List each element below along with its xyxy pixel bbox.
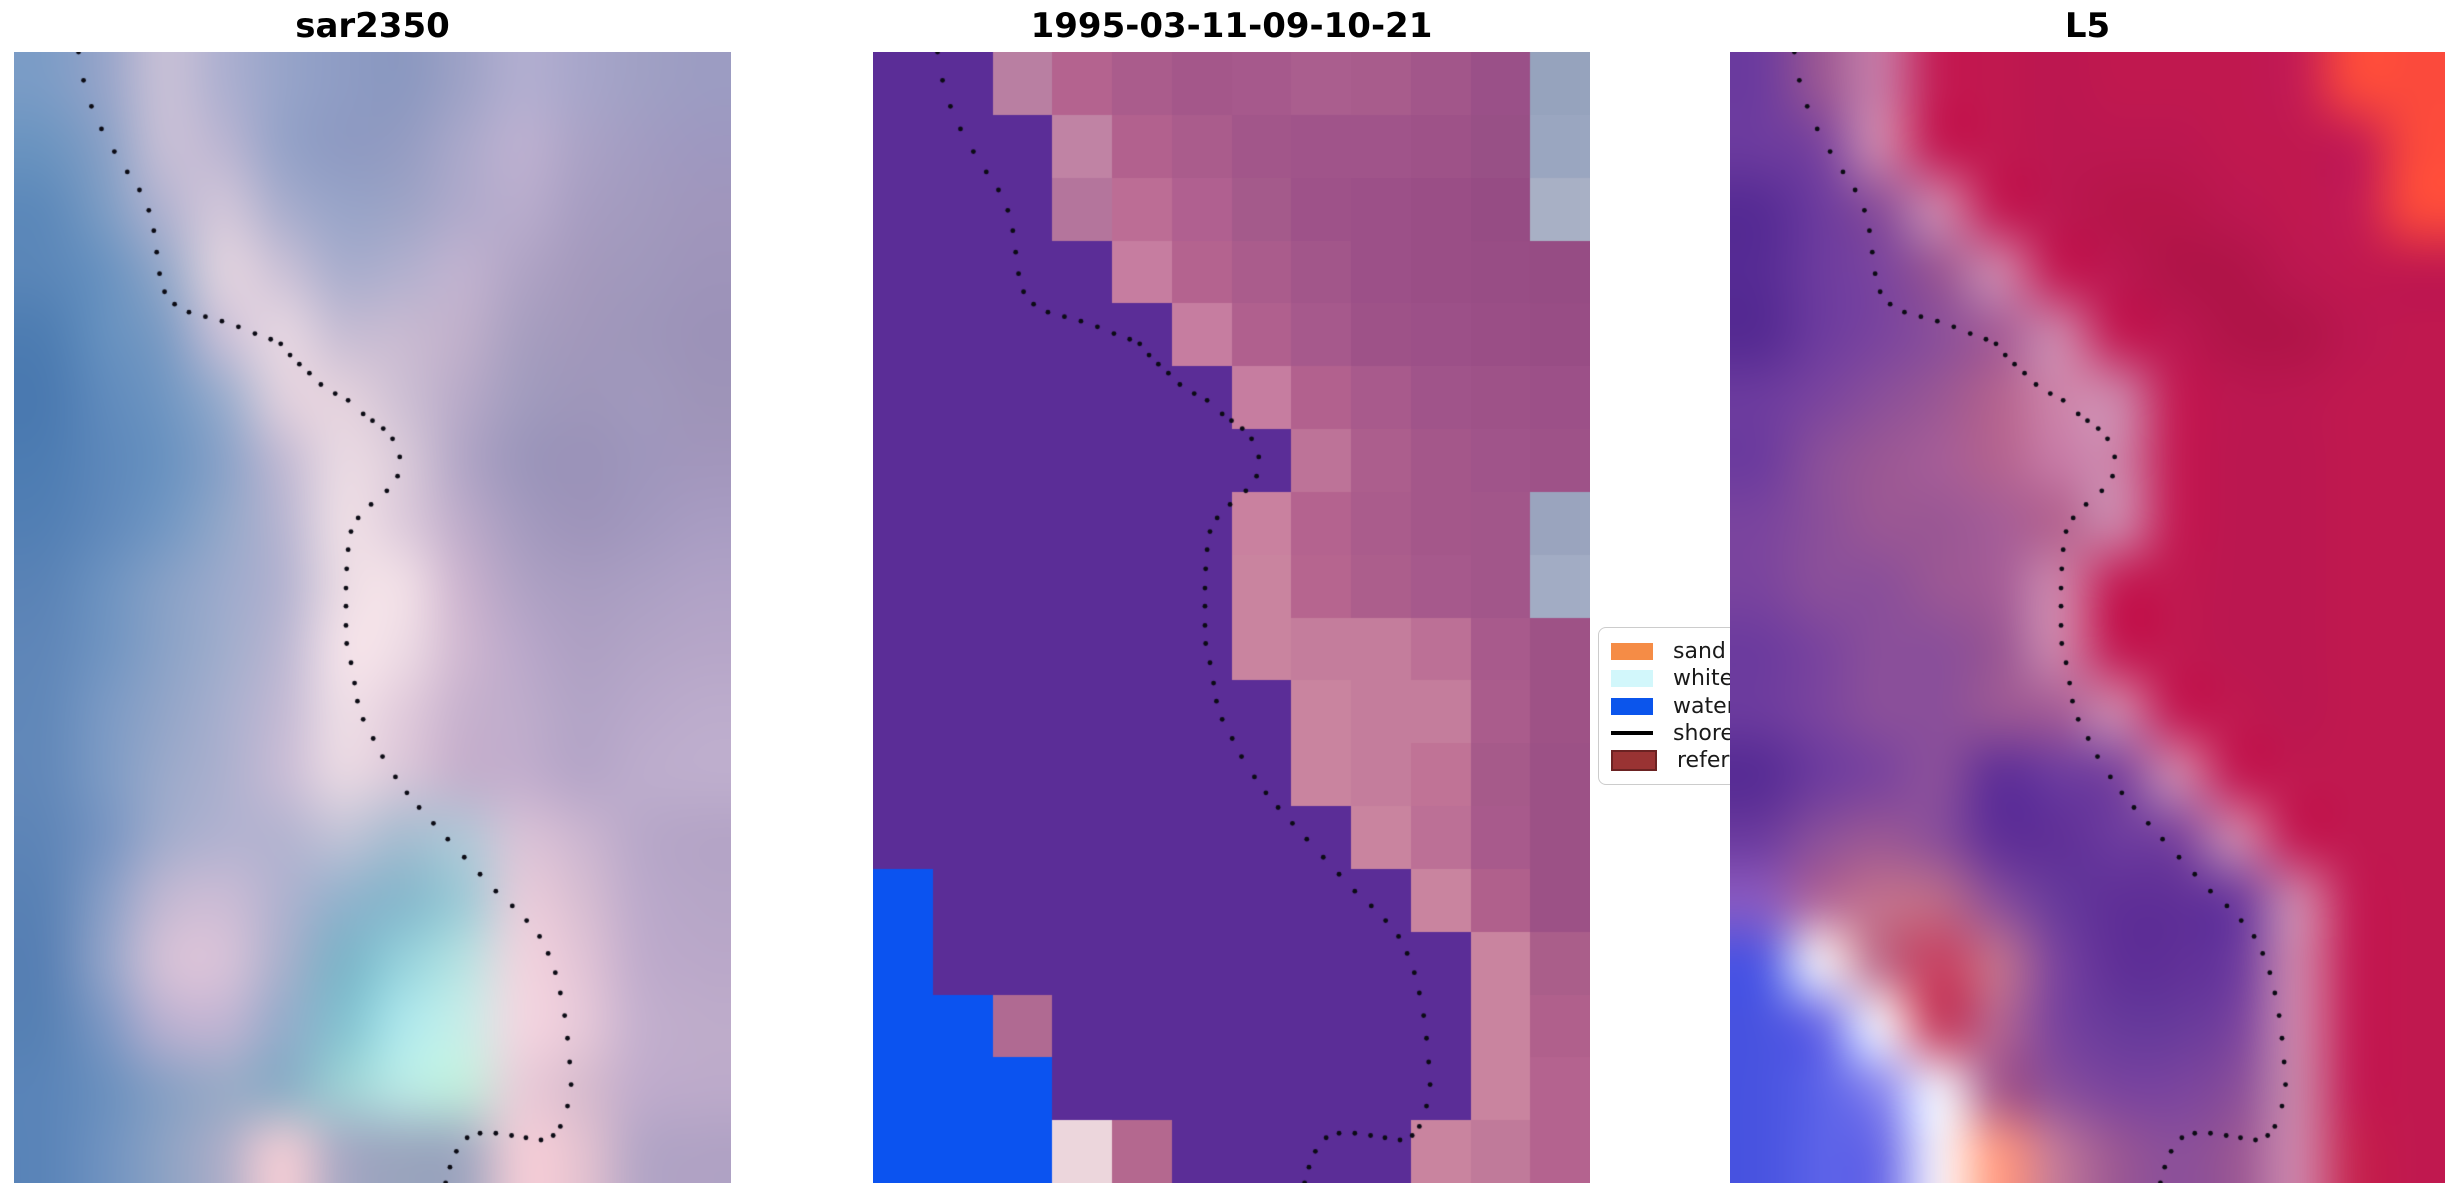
sand-swatch-icon: [1611, 643, 1653, 661]
water-swatch-icon: [1611, 697, 1653, 715]
panel-title-sar2350: sar2350: [295, 6, 450, 46]
legend-item-sand: sand: [1611, 638, 1797, 665]
legend-label: water: [1673, 693, 1736, 719]
shoreline-line-icon: [1611, 731, 1653, 736]
panel-title-date: 1995-03-11-09-10-21: [1030, 6, 1433, 46]
legend-item-water: water: [1611, 692, 1797, 719]
panel-image-classified: [873, 52, 1590, 1183]
panel-image-sar2350: [14, 52, 731, 1183]
panel-title-l5: L5: [2064, 6, 2111, 46]
whitewater-swatch-icon: [1611, 670, 1653, 688]
reference-swatch-icon: [1611, 749, 1657, 771]
panel-image-l5: [1730, 52, 2445, 1183]
legend-label: sand: [1673, 639, 1726, 665]
